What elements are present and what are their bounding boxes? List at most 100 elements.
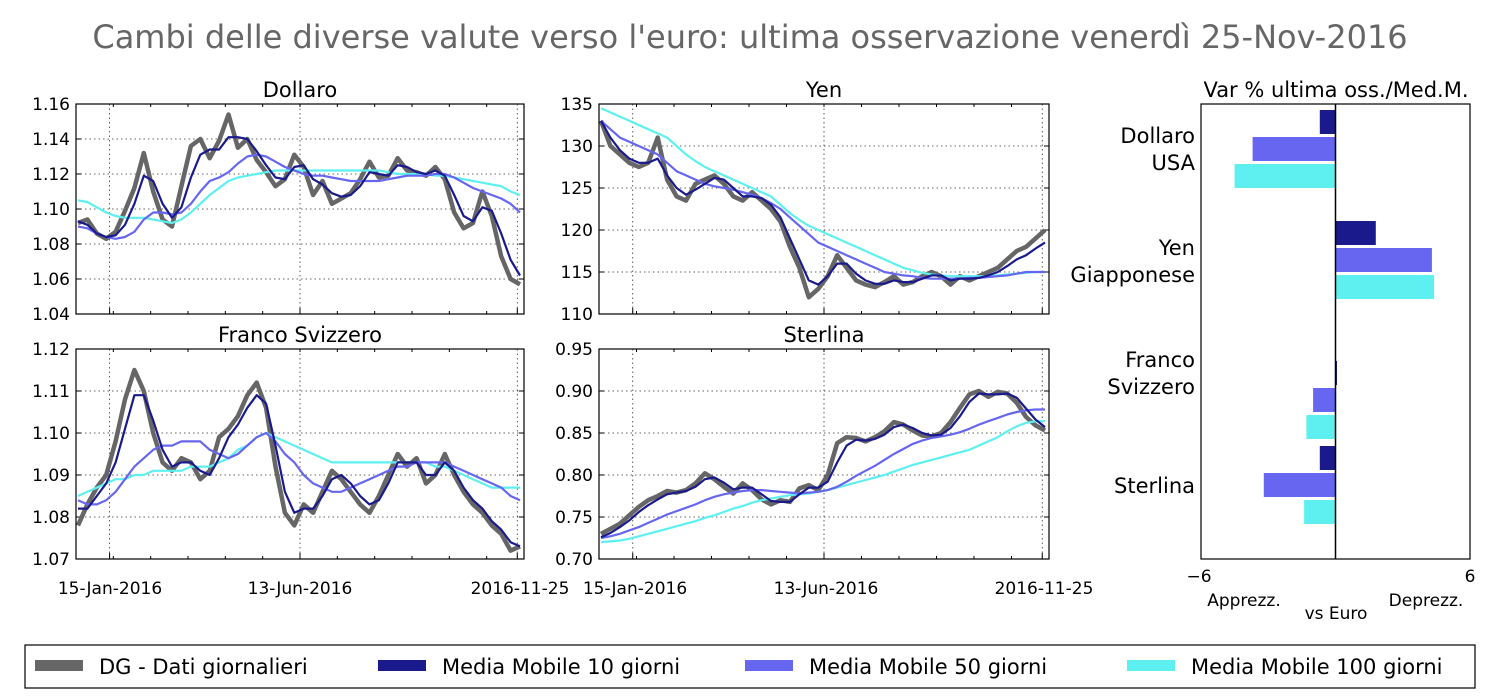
y-tick-label: 110 <box>561 305 593 325</box>
y-tick-label: 1.14 <box>32 130 70 150</box>
y-tick-label: 1.06 <box>32 270 70 290</box>
series-group <box>599 388 1047 544</box>
bar-ma10 <box>1319 446 1336 470</box>
series-line-ma50 <box>600 408 1045 540</box>
y-tick-label: 1.10 <box>32 424 70 444</box>
bar-ma50 <box>1252 137 1336 161</box>
category-label: Yen Giapponese <box>1070 236 1195 287</box>
panel-title: Dollaro <box>263 78 338 102</box>
figure-title: Cambi delle diverse valute verso l'euro:… <box>92 18 1407 56</box>
legend-label: DG - Dati giornalieri <box>99 655 308 679</box>
plot-frame <box>1200 103 1471 560</box>
series-line-daily <box>599 388 1047 536</box>
bar-ma100 <box>1335 275 1435 299</box>
y-tick-label: 130 <box>561 137 593 157</box>
x-tick-label: 13-Jun-2016 <box>774 579 879 599</box>
series-line-daily <box>77 112 522 287</box>
plot-frame <box>598 348 1050 560</box>
bar-ma50 <box>1263 473 1336 497</box>
category-label-line: Franco <box>1125 348 1195 372</box>
y-tick-label: 1.08 <box>32 508 70 528</box>
bar-ma50 <box>1313 388 1336 412</box>
bar-ma10 <box>1335 221 1376 245</box>
category-label-line: Dollaro <box>1120 124 1195 148</box>
category-label: Franco Svizzero <box>1107 348 1195 399</box>
panel-title: Franco Svizzero <box>218 323 382 347</box>
legend-swatch-ma10 <box>378 660 426 671</box>
series-line-ma100 <box>77 431 520 498</box>
plot-frame <box>598 103 1050 315</box>
y-tick-label: 1.11 <box>32 382 70 402</box>
y-tick-label: 1.10 <box>32 200 70 220</box>
series-line-ma100 <box>77 169 521 225</box>
y-tick-label: 1.12 <box>32 165 70 185</box>
y-tick-label: 0.70 <box>555 550 593 570</box>
series-group <box>598 107 1047 300</box>
bar-ma50 <box>1335 248 1432 272</box>
panel-dollaro: Dollaro 1.04 1.06 1.08 1.10 1.12 1.14 1.16 <box>32 78 525 325</box>
bar-ma100 <box>1304 500 1336 524</box>
x-tick-label: 13-Jun-2016 <box>248 579 353 599</box>
series-group <box>75 367 521 553</box>
x-tick-label: 15-Jan-2016 <box>583 579 687 599</box>
panel-franco: Franco Svizzero 1.07 1.08 1.09 1.10 1.11 1.12 1… <box>32 323 569 599</box>
legend-label: Media Mobile 50 giorni <box>809 655 1047 679</box>
y-tick-label: 0.75 <box>555 508 593 528</box>
series-line-ma10 <box>600 120 1046 286</box>
legend: DG - Dati giornalieri Media Mobile 10 gio… <box>24 644 1476 689</box>
panel-title: Var % ultima oss./Med.M. <box>1203 78 1468 102</box>
x-tick-label: 2016-11-25 <box>995 579 1094 599</box>
category-label-line: Yen <box>1158 236 1195 260</box>
panel-title: Yen <box>805 78 842 102</box>
series-group <box>77 112 522 287</box>
x-tick-label: 2016-11-25 <box>471 579 570 599</box>
series-line-ma10 <box>77 136 521 277</box>
y-tick-label: 0.95 <box>555 340 593 360</box>
apprezz-note: Apprezz. <box>1207 591 1281 611</box>
bar-ma10 <box>1319 110 1336 134</box>
legend-swatch-ma100 <box>1127 660 1175 671</box>
panel-title: Sterlina <box>784 323 865 347</box>
category-label: Dollaro USA <box>1120 124 1195 175</box>
y-tick-label: 0.85 <box>555 424 593 444</box>
bar-ma100 <box>1234 164 1336 188</box>
series-line-ma100 <box>600 107 1045 278</box>
deprezz-note: Deprezz. <box>1389 591 1464 611</box>
y-tick-label: 120 <box>561 221 593 241</box>
y-tick-label: 1.09 <box>32 466 70 486</box>
y-tick-label: 1.16 <box>32 95 70 115</box>
category-label: Sterlina <box>1114 474 1195 498</box>
category-label-line: USA <box>1152 151 1196 175</box>
series-line-daily <box>75 367 521 553</box>
category-label-line: Giapponese <box>1070 263 1195 287</box>
x-tick-label: 6 <box>1465 567 1476 587</box>
series-line-daily <box>598 120 1047 300</box>
series-line-ma50 <box>77 153 521 240</box>
series-line-ma10 <box>600 392 1046 539</box>
x-tick-label: 15-Jan-2016 <box>58 579 162 599</box>
legend-swatch-ma50 <box>745 660 793 671</box>
y-tick-label: 0.90 <box>555 382 593 402</box>
series-line-ma50 <box>600 119 1045 280</box>
y-tick-label: 1.04 <box>32 305 70 325</box>
plot-frame <box>75 103 525 315</box>
y-tick-label: 135 <box>561 95 593 115</box>
y-tick-label: 1.08 <box>32 235 70 255</box>
series-line-ma10 <box>78 394 521 548</box>
legend-label: Media Mobile 100 giorni <box>1191 655 1443 679</box>
panel-yen: Yen 110 115 120 125 130 135 <box>561 78 1050 325</box>
bar-ma100 <box>1306 415 1336 439</box>
panel-sterlina: Sterlina 0.70 0.75 0.80 0.85 0.90 0.95 15-Jan-2… <box>555 323 1093 599</box>
panel-var-bars: Var % ultima oss./Med.M. Dollaro USA Yen Gia… <box>1070 78 1475 624</box>
y-tick-label: 1.12 <box>32 340 70 360</box>
plot-frame <box>75 348 525 560</box>
legend-label: Media Mobile 10 giorni <box>442 655 680 679</box>
legend-swatch-daily <box>35 660 83 671</box>
x-axis-label: vs Euro <box>1305 604 1368 624</box>
category-label-line: Svizzero <box>1107 375 1195 399</box>
y-tick-label: 125 <box>561 179 593 199</box>
y-tick-label: 115 <box>561 263 593 283</box>
x-tick-label: −6 <box>1186 567 1211 587</box>
y-tick-label: 0.80 <box>555 466 593 486</box>
